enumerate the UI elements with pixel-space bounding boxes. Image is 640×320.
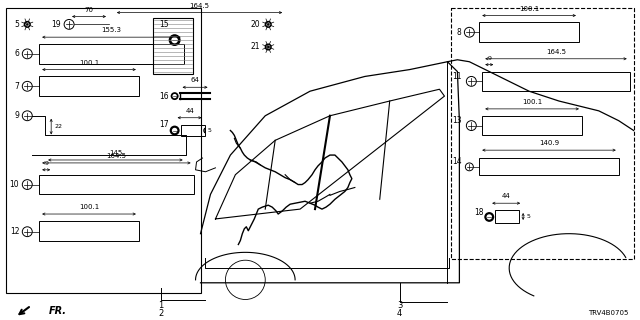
- Text: TRV4B0705: TRV4B0705: [588, 310, 628, 316]
- Text: 4: 4: [397, 309, 403, 318]
- Text: 6: 6: [15, 49, 19, 58]
- Text: 17: 17: [159, 120, 169, 129]
- Text: 7: 7: [15, 82, 19, 91]
- Text: 100.1: 100.1: [79, 60, 99, 66]
- Circle shape: [484, 212, 494, 222]
- Bar: [39, 175, 193, 194]
- Text: 100.1: 100.1: [522, 99, 542, 105]
- Text: 44: 44: [502, 193, 511, 199]
- Text: 19: 19: [51, 20, 61, 29]
- Bar: [153, 18, 193, 75]
- Text: 13: 13: [452, 116, 461, 125]
- Text: 11: 11: [452, 72, 461, 81]
- Circle shape: [266, 22, 270, 27]
- Bar: [483, 72, 630, 91]
- Bar: [451, 8, 634, 259]
- Text: 164.5: 164.5: [546, 49, 566, 55]
- Circle shape: [24, 21, 31, 28]
- Text: 18: 18: [474, 208, 483, 217]
- Circle shape: [265, 21, 272, 28]
- Bar: [39, 76, 139, 96]
- Text: 2: 2: [158, 309, 163, 318]
- Text: 5: 5: [526, 214, 530, 219]
- Circle shape: [171, 92, 179, 100]
- Bar: [39, 44, 184, 64]
- Text: 100.1: 100.1: [519, 6, 540, 12]
- Text: 164.5: 164.5: [106, 153, 126, 159]
- Text: 164.5: 164.5: [189, 3, 209, 9]
- Text: 1: 1: [158, 301, 163, 310]
- Bar: [39, 221, 139, 241]
- Text: 22: 22: [54, 124, 62, 129]
- Circle shape: [169, 34, 180, 46]
- Text: 155.3: 155.3: [101, 27, 122, 33]
- Circle shape: [266, 45, 270, 49]
- Text: 14: 14: [452, 157, 461, 166]
- Text: 70: 70: [84, 7, 93, 12]
- Bar: [479, 22, 579, 42]
- Text: 16: 16: [159, 92, 169, 100]
- Circle shape: [486, 214, 492, 220]
- Text: FR.: FR.: [49, 306, 67, 316]
- Text: 100.1: 100.1: [79, 204, 99, 210]
- Text: 5: 5: [15, 20, 19, 29]
- Text: 3: 3: [397, 301, 403, 310]
- Text: 15: 15: [159, 20, 169, 29]
- Text: 21: 21: [251, 43, 260, 52]
- Circle shape: [172, 37, 178, 43]
- Bar: [6, 8, 200, 292]
- Text: 9: 9: [44, 161, 48, 166]
- Circle shape: [172, 94, 177, 98]
- Text: 10: 10: [10, 180, 19, 189]
- Text: 44: 44: [185, 108, 194, 114]
- Text: 145: 145: [109, 150, 122, 156]
- Text: 12: 12: [10, 227, 19, 236]
- Text: 64: 64: [191, 77, 200, 83]
- Text: 20: 20: [251, 20, 260, 29]
- Circle shape: [172, 128, 177, 133]
- Circle shape: [265, 44, 272, 51]
- Text: 140.9: 140.9: [539, 140, 559, 146]
- Text: 8: 8: [456, 28, 461, 37]
- Bar: [479, 158, 619, 175]
- Circle shape: [25, 22, 29, 27]
- Circle shape: [170, 125, 180, 135]
- Text: 9: 9: [15, 111, 19, 120]
- Text: 5: 5: [207, 128, 211, 133]
- Text: 9: 9: [487, 56, 492, 61]
- Bar: [483, 116, 582, 135]
- Bar: [495, 210, 519, 223]
- Bar: [180, 124, 205, 136]
